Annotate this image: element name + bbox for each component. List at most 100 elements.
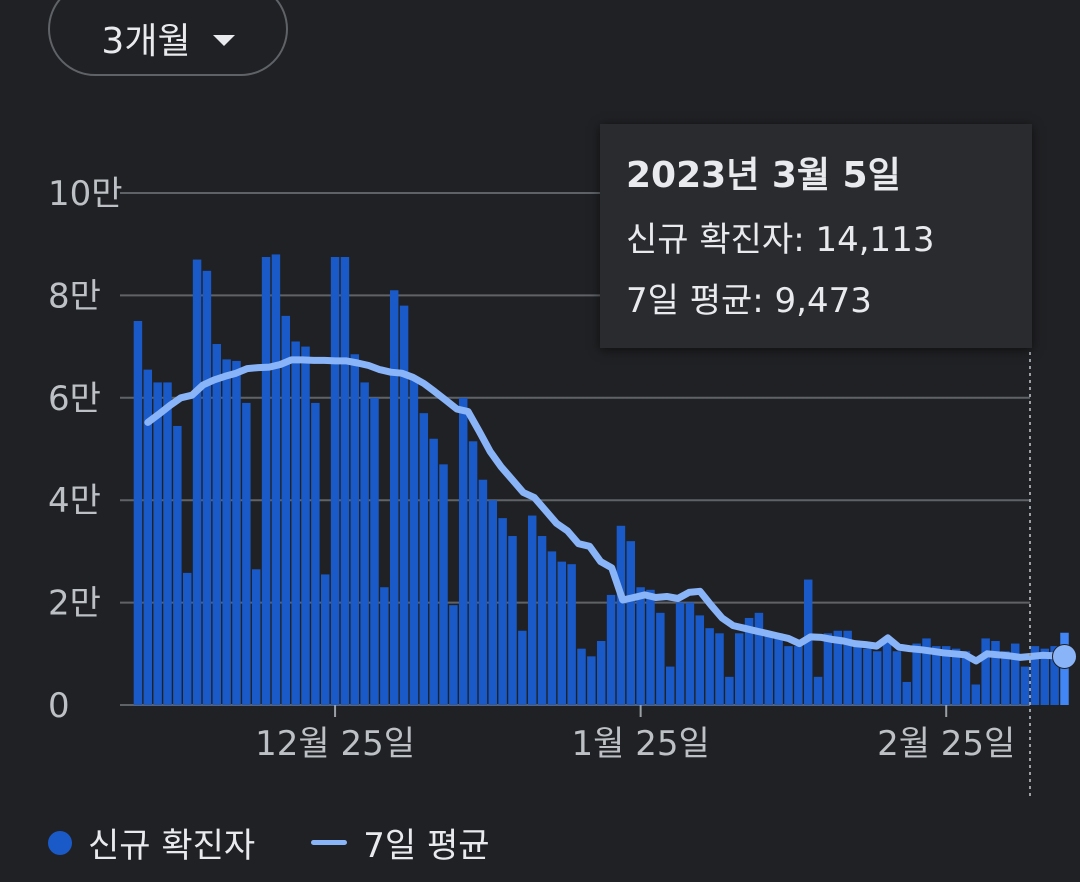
- bar-41[interactable]: [537, 536, 547, 705]
- bar-92[interactable]: [1040, 648, 1050, 705]
- bar-24[interactable]: [370, 397, 379, 705]
- bar-84[interactable]: [961, 651, 971, 705]
- bar-67[interactable]: [794, 646, 803, 705]
- bar-71[interactable]: [833, 630, 843, 705]
- bar-30[interactable]: [429, 438, 438, 705]
- bar-26[interactable]: [389, 290, 399, 705]
- bar-3[interactable]: [163, 382, 172, 705]
- bar-35[interactable]: [478, 479, 488, 705]
- bar-53[interactable]: [656, 612, 665, 705]
- range-selector-button[interactable]: 3개월: [48, 0, 288, 76]
- bar-22[interactable]: [350, 354, 360, 705]
- line-series: [144, 356, 1068, 665]
- tooltip-new-cases: 신규 확진자: 14,113: [626, 220, 935, 260]
- bar-87[interactable]: [991, 641, 1000, 705]
- bar-52[interactable]: [646, 589, 655, 705]
- bar-88[interactable]: [1001, 651, 1010, 705]
- bar-78[interactable]: [902, 681, 912, 705]
- bar-69[interactable]: [813, 676, 823, 705]
- bar-90[interactable]: [1020, 666, 1030, 705]
- bar-37[interactable]: [498, 518, 507, 705]
- dropdown-caret-icon: [212, 34, 235, 46]
- bar-27[interactable]: [399, 305, 409, 705]
- bar-57[interactable]: [695, 615, 705, 705]
- bar-62[interactable]: [744, 617, 754, 705]
- bar-83[interactable]: [951, 648, 961, 705]
- bar-80[interactable]: [922, 638, 931, 705]
- bar-11[interactable]: [242, 402, 251, 705]
- bar-59[interactable]: [715, 633, 724, 705]
- bar-89[interactable]: [1010, 643, 1020, 705]
- bar-31[interactable]: [439, 464, 448, 705]
- bar-23[interactable]: [360, 382, 369, 705]
- bar-65[interactable]: [774, 633, 783, 705]
- bar-13[interactable]: [261, 257, 271, 705]
- bar-29[interactable]: [419, 413, 429, 705]
- bar-81[interactable]: [932, 646, 941, 705]
- bar-6[interactable]: [192, 259, 202, 705]
- bar-20[interactable]: [330, 257, 340, 705]
- bar-60[interactable]: [725, 676, 734, 705]
- bar-93[interactable]: [1050, 646, 1059, 705]
- bar-15[interactable]: [281, 315, 291, 705]
- bar-47[interactable]: [596, 641, 606, 705]
- bar-34[interactable]: [468, 441, 478, 705]
- bar-74[interactable]: [863, 648, 872, 705]
- bar-79[interactable]: [912, 643, 921, 705]
- bar-86[interactable]: [981, 638, 990, 705]
- bar-36[interactable]: [488, 500, 498, 705]
- cursor-point[interactable]: [1052, 643, 1077, 669]
- bar-9[interactable]: [222, 359, 231, 705]
- bar-28[interactable]: [409, 377, 419, 705]
- tooltip-average: 7일 평균: 9,473: [626, 281, 872, 321]
- bar-75[interactable]: [872, 651, 882, 705]
- bar-17[interactable]: [301, 346, 310, 705]
- bar-16[interactable]: [291, 341, 300, 705]
- bar-0[interactable]: [133, 321, 143, 705]
- bar-19[interactable]: [320, 574, 330, 705]
- bar-42[interactable]: [547, 551, 557, 705]
- bar-64[interactable]: [764, 635, 774, 705]
- bar-55[interactable]: [675, 602, 685, 705]
- bar-21[interactable]: [340, 257, 350, 705]
- bar-76[interactable]: [882, 638, 892, 705]
- bar-54[interactable]: [665, 666, 675, 705]
- bar-56[interactable]: [685, 602, 695, 705]
- range-selector-label: 3개월: [101, 21, 191, 62]
- bar-2[interactable]: [153, 382, 162, 705]
- bar-7[interactable]: [202, 270, 212, 705]
- bar-73[interactable]: [853, 641, 862, 705]
- bar-5[interactable]: [182, 572, 192, 705]
- bar-12[interactable]: [251, 569, 261, 705]
- bar-14[interactable]: [271, 254, 281, 705]
- bar-44[interactable]: [567, 564, 576, 705]
- bar-45[interactable]: [577, 648, 586, 705]
- bar-25[interactable]: [380, 587, 389, 705]
- bar-58[interactable]: [705, 628, 714, 705]
- bar-72[interactable]: [843, 630, 852, 705]
- bar-48[interactable]: [606, 594, 616, 705]
- bar-43[interactable]: [557, 561, 567, 705]
- bar-61[interactable]: [734, 633, 744, 705]
- bar-66[interactable]: [784, 646, 793, 705]
- bar-32[interactable]: [449, 605, 458, 705]
- bar-33[interactable]: [458, 397, 468, 705]
- bar-1[interactable]: [143, 369, 153, 705]
- bar-63[interactable]: [754, 612, 764, 705]
- bar-49[interactable]: [616, 525, 626, 705]
- bar-91[interactable]: [1030, 646, 1040, 705]
- bar-40[interactable]: [527, 515, 537, 705]
- bar-18[interactable]: [311, 402, 320, 705]
- bar-70[interactable]: [823, 633, 833, 705]
- bar-38[interactable]: [508, 536, 517, 705]
- bar-77[interactable]: [892, 651, 902, 705]
- bar-82[interactable]: [941, 646, 951, 705]
- bar-85[interactable]: [971, 684, 981, 705]
- bar-50[interactable]: [626, 541, 636, 705]
- bar-8[interactable]: [212, 344, 222, 705]
- bar-39[interactable]: [518, 630, 527, 705]
- bar-51[interactable]: [636, 587, 645, 705]
- bar-46[interactable]: [587, 656, 596, 705]
- bar-10[interactable]: [232, 360, 241, 705]
- bar-4[interactable]: [173, 425, 182, 705]
